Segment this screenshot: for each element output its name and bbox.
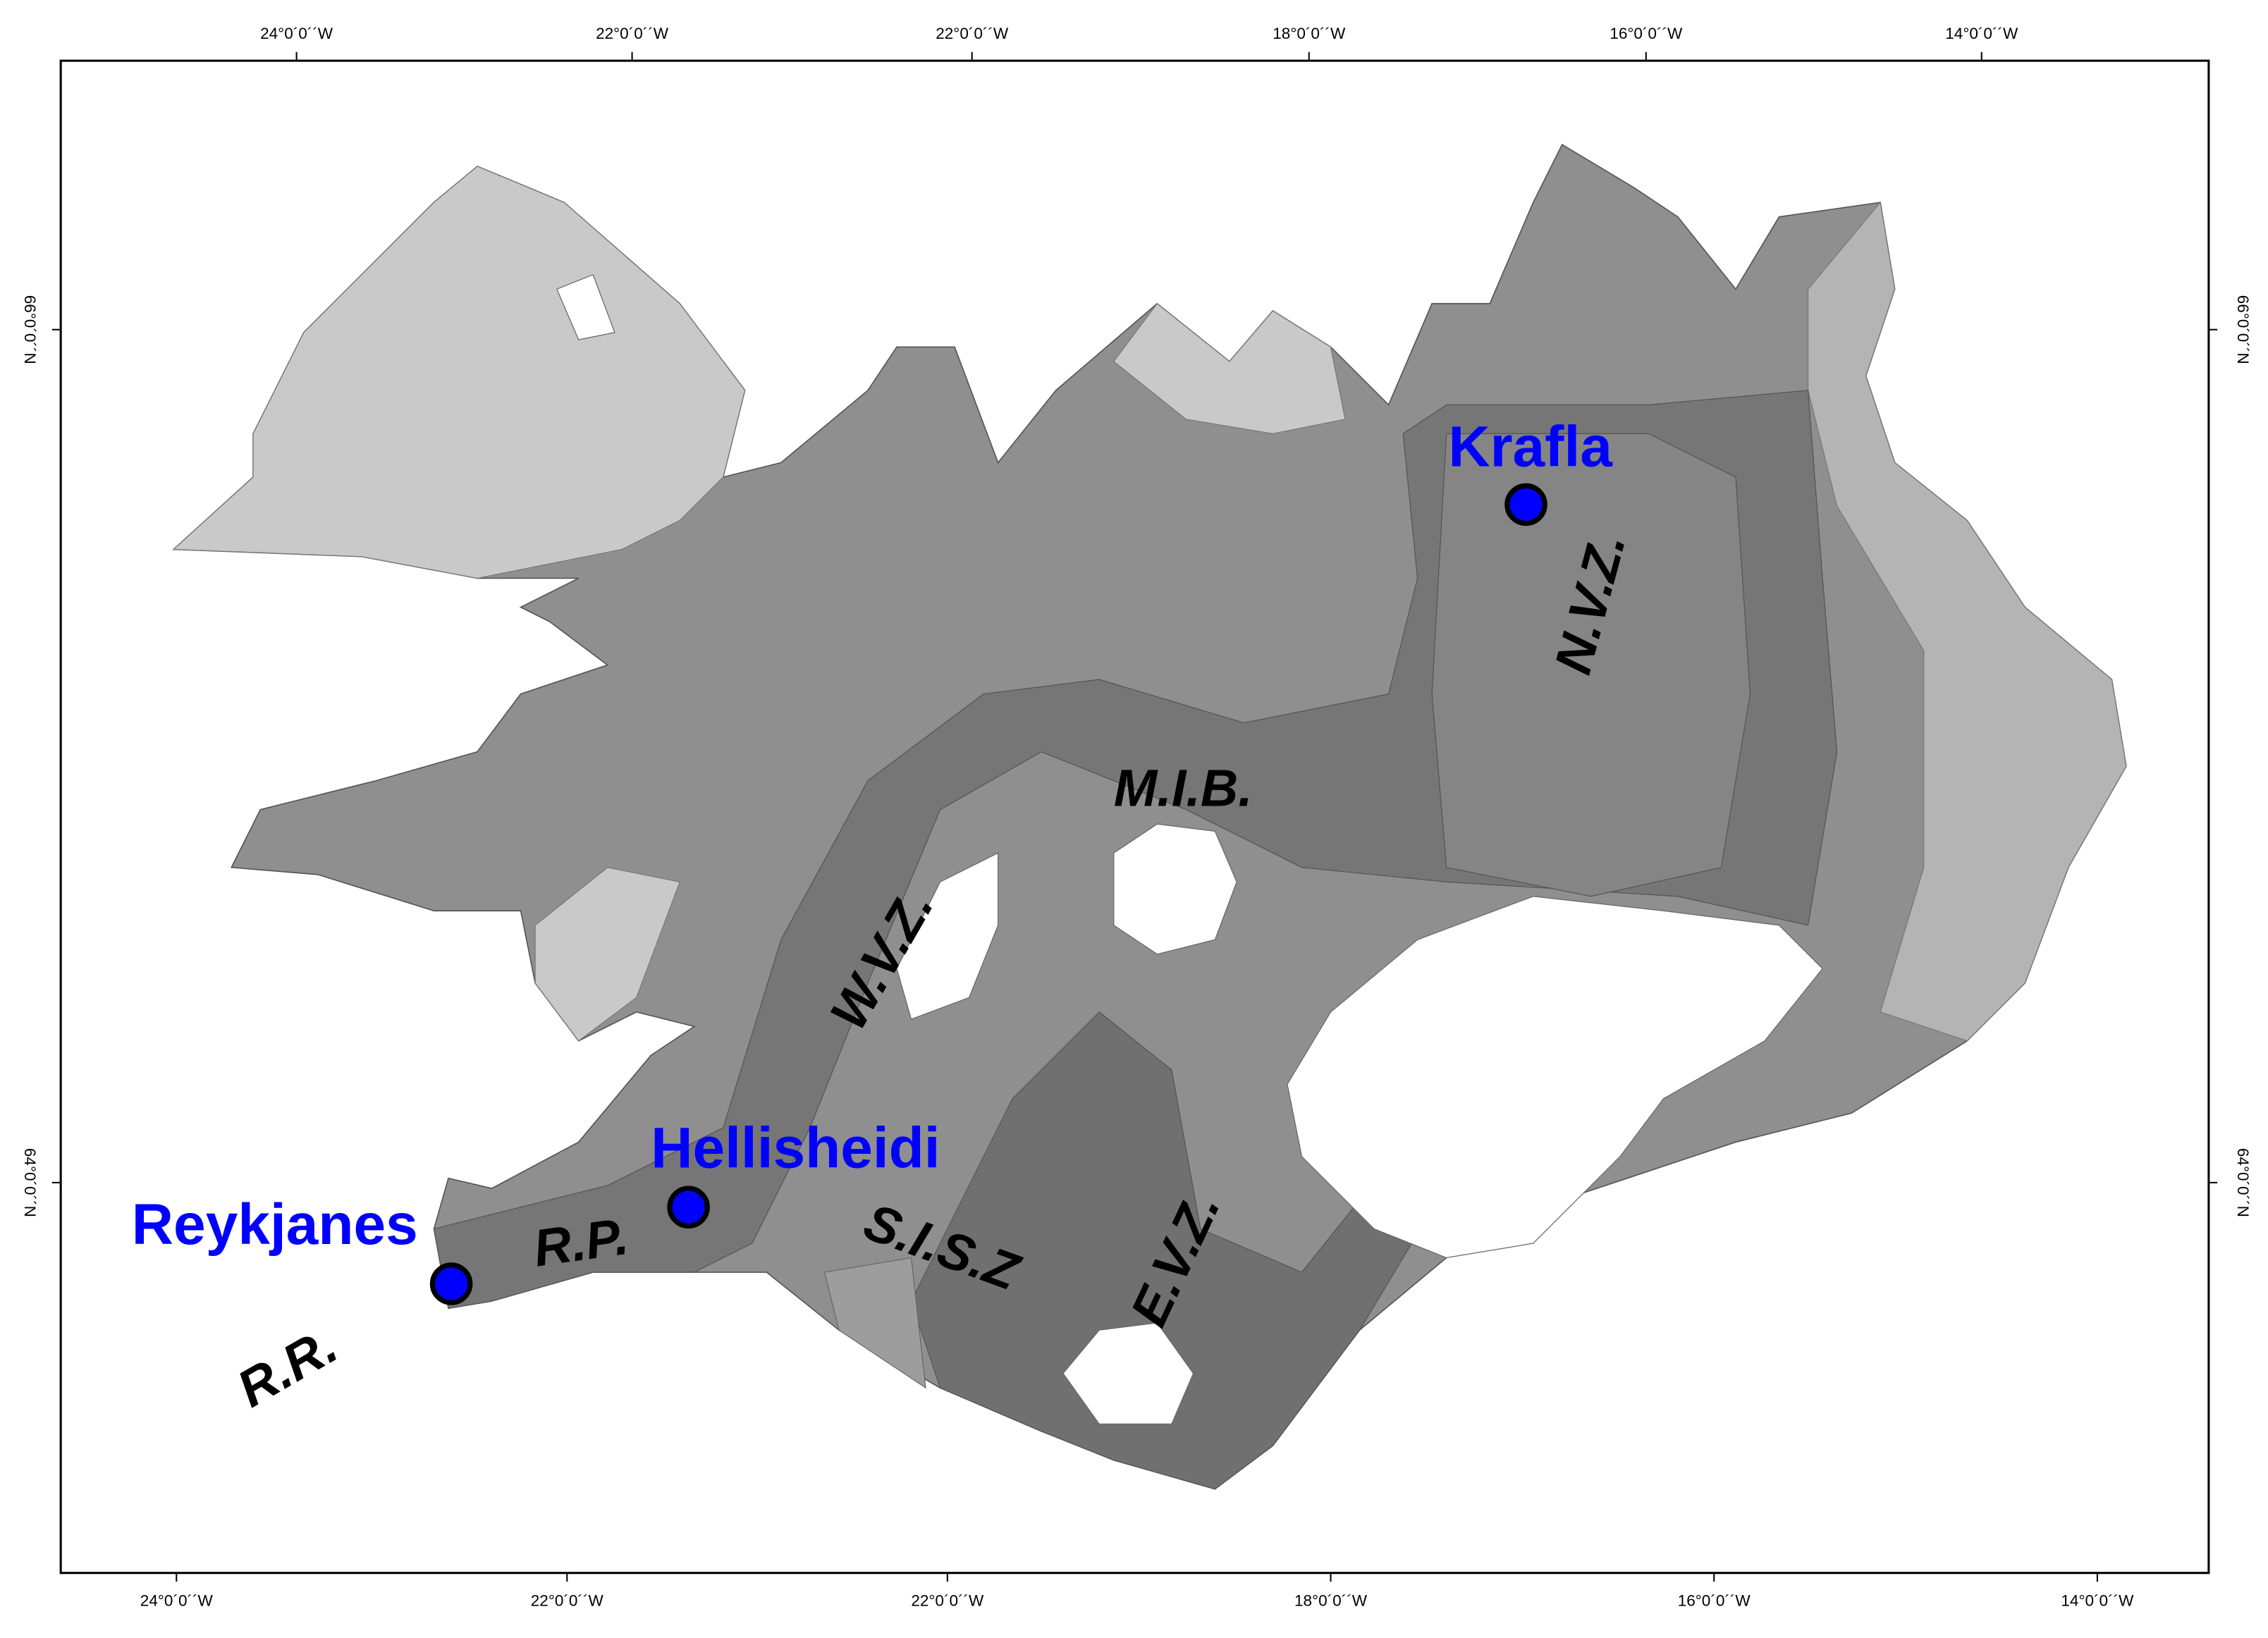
right-tick-label: 64°0´0´´N <box>2234 1148 2252 1217</box>
site-label: Reykjanes <box>132 1193 418 1257</box>
site-marker <box>1504 483 1547 526</box>
east-fjords <box>1807 201 2127 1042</box>
drangajokull <box>556 273 615 340</box>
left-tick-label: 66°0´0´´N <box>21 295 39 364</box>
langjokull <box>896 852 999 1020</box>
hofsjokull <box>1113 823 1237 955</box>
tick-marks <box>51 51 2218 1582</box>
site-marker <box>667 1186 710 1228</box>
zone-label: M.I.B. <box>1114 759 1253 818</box>
zone-label: R.P. <box>530 1207 632 1278</box>
top-tick-label: 24°0´0´´W <box>260 25 333 42</box>
snaefellsnes-light <box>534 867 681 1042</box>
bottom-tick-label: 16°0´0´´W <box>1678 1592 1751 1610</box>
top-tick-label: 22°0´0´´W <box>596 25 669 42</box>
north-coast-light <box>1112 302 1346 434</box>
top-tick-label: 18°0´0´´W <box>1273 25 1346 42</box>
site-label: Hellisheidi <box>651 1116 940 1180</box>
left-tick-label: 64°0´0´´N <box>21 1148 39 1217</box>
axial-zone <box>1431 433 1751 897</box>
bottom-tick-label: 14°0´0´´W <box>2061 1592 2134 1610</box>
top-tick-label: 22°0´0´´W <box>936 25 1009 42</box>
bottom-tick-label: 24°0´0´´W <box>140 1592 214 1610</box>
site-marker <box>429 1262 473 1305</box>
west-fjords <box>172 166 746 579</box>
myrdalsjokull <box>1062 1322 1194 1425</box>
bottom-tick-label: 22°0´0´´W <box>911 1592 984 1610</box>
vatnajokull <box>1287 896 1823 1259</box>
south-lowland <box>823 1257 926 1389</box>
bottom-tick-label: 22°0´0´´W <box>531 1592 604 1610</box>
site-label: Krafla <box>1448 415 1613 479</box>
bottom-tick-label: 18°0´0´´W <box>1294 1592 1368 1610</box>
top-tick-label: 14°0´0´´W <box>1945 25 2018 42</box>
top-tick-label: 16°0´0´´W <box>1610 25 1683 42</box>
right-tick-label: 66°0´0´´N <box>2234 295 2252 364</box>
